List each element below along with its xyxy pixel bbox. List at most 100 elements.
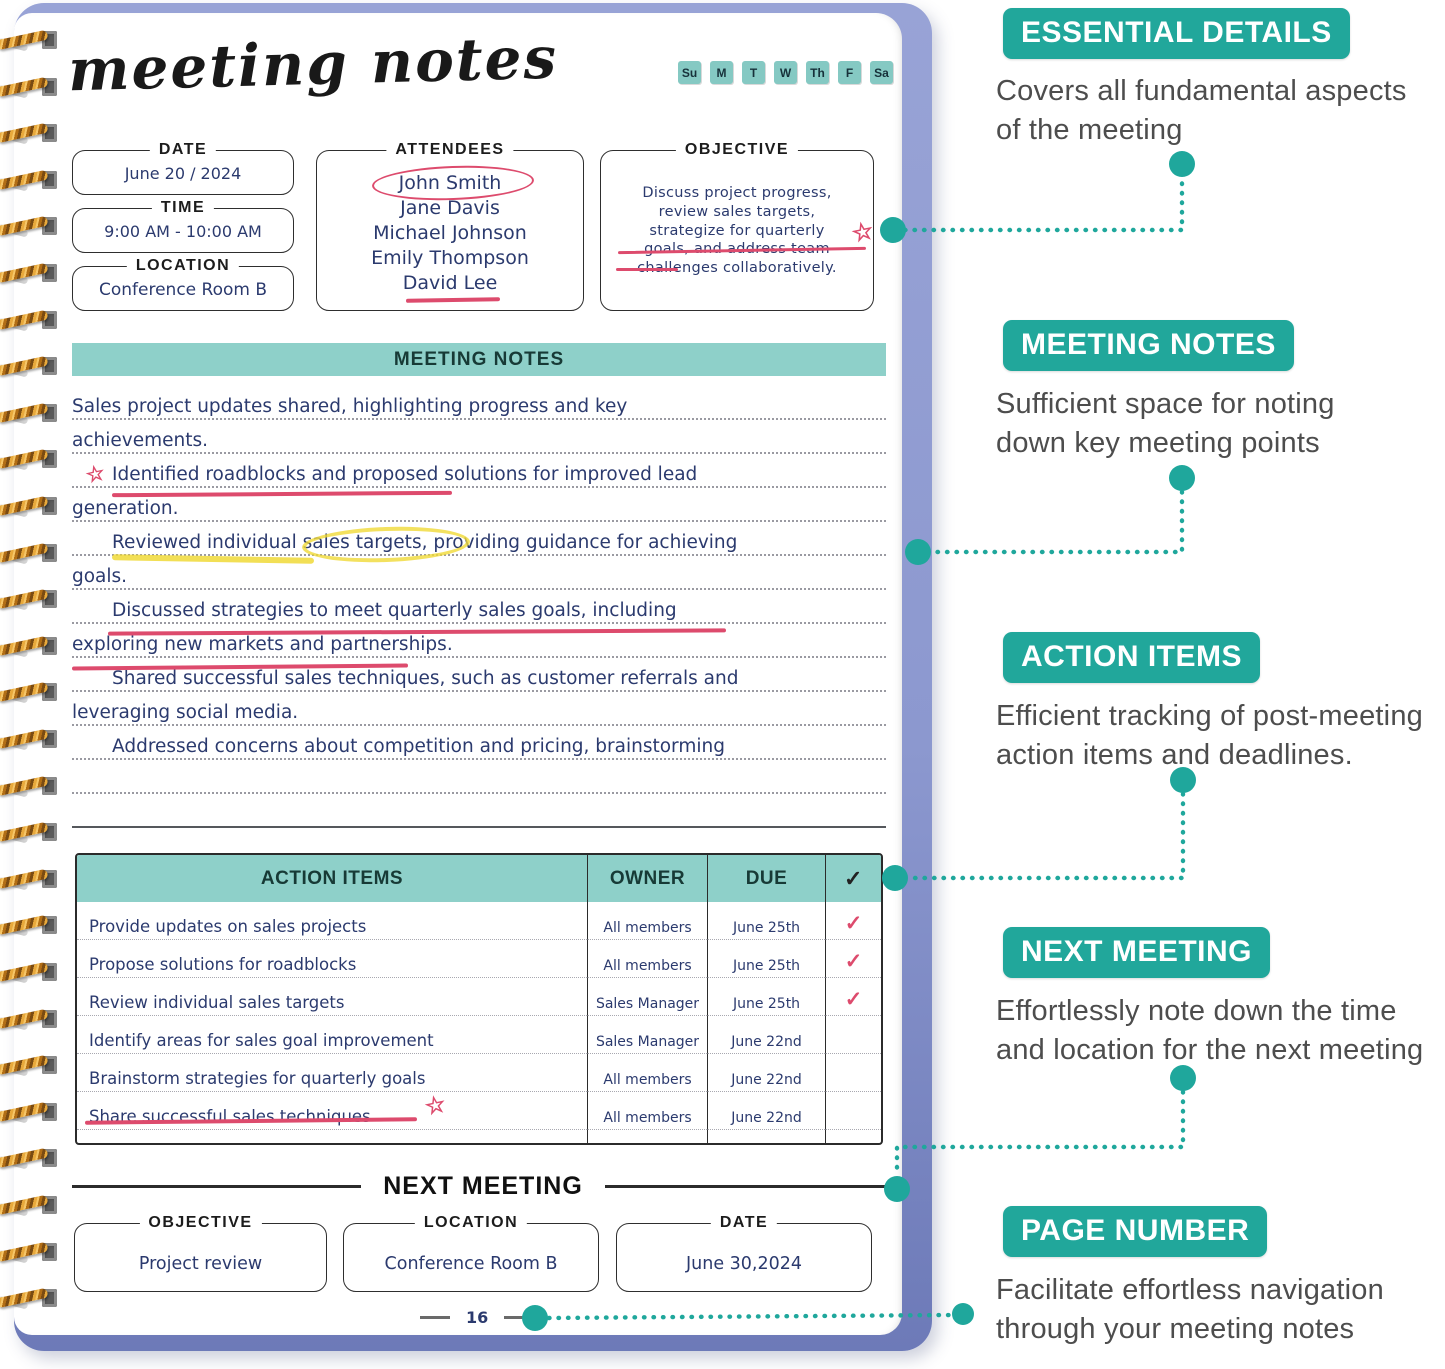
location-field: LOCATION Conference Room B (72, 257, 294, 311)
table-spacer (707, 1130, 825, 1143)
page-number-dash (420, 1316, 450, 1319)
table-row-owner: All members (587, 940, 707, 978)
note-line: generation. (72, 488, 886, 522)
location-value: Conference Room B (98, 280, 268, 300)
spiral-ring (0, 261, 64, 285)
spiral-ring (0, 820, 64, 844)
spiral-ring (0, 401, 64, 425)
callout-body: Facilitate effortless navigation through… (996, 1271, 1445, 1349)
spiral-ring (0, 913, 64, 937)
next-location-field: LOCATION Conference Room B (343, 1214, 599, 1292)
table-row-due: June 22nd (707, 1054, 825, 1092)
table-row-owner: All members (587, 1054, 707, 1092)
checkmark-icon (825, 1054, 881, 1092)
spiral-ring (0, 75, 64, 99)
note-line: Sales project updates shared, highlighti… (72, 386, 886, 420)
page-number-value: 16 (466, 1308, 489, 1327)
checkmark-icon (825, 1092, 881, 1130)
spiral-ring (0, 727, 64, 751)
callout-body: Covers all fundamental aspects of the me… (996, 72, 1445, 150)
spiral-ring (0, 1007, 64, 1031)
table-row-due: June 25th (707, 940, 825, 978)
date-label: DATE (149, 141, 217, 159)
spiral-ring (0, 447, 64, 471)
spiral-ring (0, 494, 64, 518)
page-number: 16 (420, 1308, 535, 1327)
objective-text: Discuss project progress, review sales t… (601, 184, 873, 278)
spiral-ring (0, 214, 64, 238)
table-row-item: Share successful sales techniques (77, 1092, 587, 1130)
note-line: Discussed strategies to meet quarterly s… (72, 590, 886, 624)
table-row-due: June 25th (707, 978, 825, 1016)
objective-line: strategize for quarterly (649, 222, 825, 239)
location-label: LOCATION (126, 257, 240, 275)
checkmark-icon (825, 1016, 881, 1054)
attendee-name: John Smith (398, 172, 502, 194)
spiral-ring (0, 774, 64, 798)
table-spacer (825, 1130, 881, 1143)
spiral-ring (0, 354, 64, 378)
callout-body-line: Covers all fundamental aspects (996, 75, 1407, 107)
rule-right (604, 1185, 895, 1188)
time-field: TIME 9:00 AM - 10:00 AM (72, 199, 294, 253)
next-location-label: LOCATION (414, 1214, 528, 1232)
table-spacer (77, 1130, 587, 1143)
rule-left (72, 1185, 362, 1188)
next-date-label: DATE (710, 1214, 778, 1232)
page-number-dash (504, 1316, 535, 1319)
note-line (72, 760, 886, 794)
spiral-ring (0, 680, 64, 704)
callout-body-line: Effortlessly note down the time (996, 995, 1397, 1027)
table-row-item: Review individual sales targets (77, 978, 587, 1016)
note-line: Identified roadblocks and proposed solut… (72, 454, 886, 488)
section-divider (72, 826, 886, 828)
note-line: Shared successful sales techniques, such… (72, 658, 886, 692)
table-row-due: June 22nd (707, 1092, 825, 1130)
callout-body-line: action items and deadlines. (996, 739, 1353, 771)
weekday-box-mon: M (710, 61, 733, 84)
spiral-ring (0, 1193, 64, 1217)
spiral-ring (0, 28, 64, 52)
objective-line: goals, and address team (644, 241, 830, 258)
weekday-box-wed: W (774, 61, 797, 84)
callout-body: Effortlessly note down the time and loca… (996, 992, 1445, 1070)
callout-title-action-items: ACTION ITEMS (1003, 632, 1260, 683)
spiral-ring (0, 587, 64, 611)
note-line: Reviewed individual sales targets, provi… (72, 522, 886, 556)
date-value: June 20 / 2024 (124, 164, 242, 183)
checkmark-icon: ✓ (825, 902, 881, 940)
callout-body-line: of the meeting (996, 114, 1183, 146)
objective-label: OBJECTIVE (675, 141, 799, 159)
callout-title-essential-details: ESSENTIAL DETAILS (1003, 8, 1350, 59)
attendees-label: ATTENDEES (386, 141, 514, 159)
checkmark-icon: ✓ (825, 978, 881, 1016)
check-icon: ✓ (825, 855, 881, 902)
note-line: achievements. (72, 420, 886, 454)
next-location-value: Conference Room B (384, 1254, 558, 1274)
table-row-owner: Sales Manager (587, 978, 707, 1016)
note-line: goals. (72, 556, 886, 590)
attendee-name: Michael Johnson (373, 222, 527, 244)
weekday-box-sat: Sa (870, 61, 893, 84)
table-spacer (587, 1130, 707, 1143)
callout-title-next-meeting: NEXT MEETING (1003, 927, 1271, 978)
spiral-ring (0, 1053, 64, 1077)
objective-line: Discuss project progress, (642, 185, 832, 201)
spiral-ring (0, 308, 64, 332)
note-line: leveraging social media. (72, 692, 886, 726)
weekday-box-thu: Th (806, 61, 829, 84)
time-value: 9:00 AM - 10:00 AM (104, 222, 262, 241)
spiral-ring (0, 1146, 64, 1170)
table-row-owner: Sales Manager (587, 1016, 707, 1054)
attendee-name: David Lee (402, 272, 498, 294)
table-row-item: Provide updates on sales projects (77, 902, 587, 940)
attendees-field: ATTENDEES John Smith Jane Davis Michael … (316, 141, 584, 311)
callout-body: Sufficient space for noting down key mee… (996, 385, 1445, 463)
notebook-title: meeting notes (67, 23, 559, 105)
callout-body: Efficient tracking of post-meeting actio… (996, 697, 1445, 775)
spiral-ring (0, 634, 64, 658)
table-header-owner: OWNER (587, 855, 707, 902)
objective-field: OBJECTIVE Discuss project progress, revi… (600, 141, 874, 311)
meeting-notes-header: MEETING NOTES (72, 343, 886, 376)
next-meeting-header: NEXT MEETING (72, 1172, 895, 1201)
